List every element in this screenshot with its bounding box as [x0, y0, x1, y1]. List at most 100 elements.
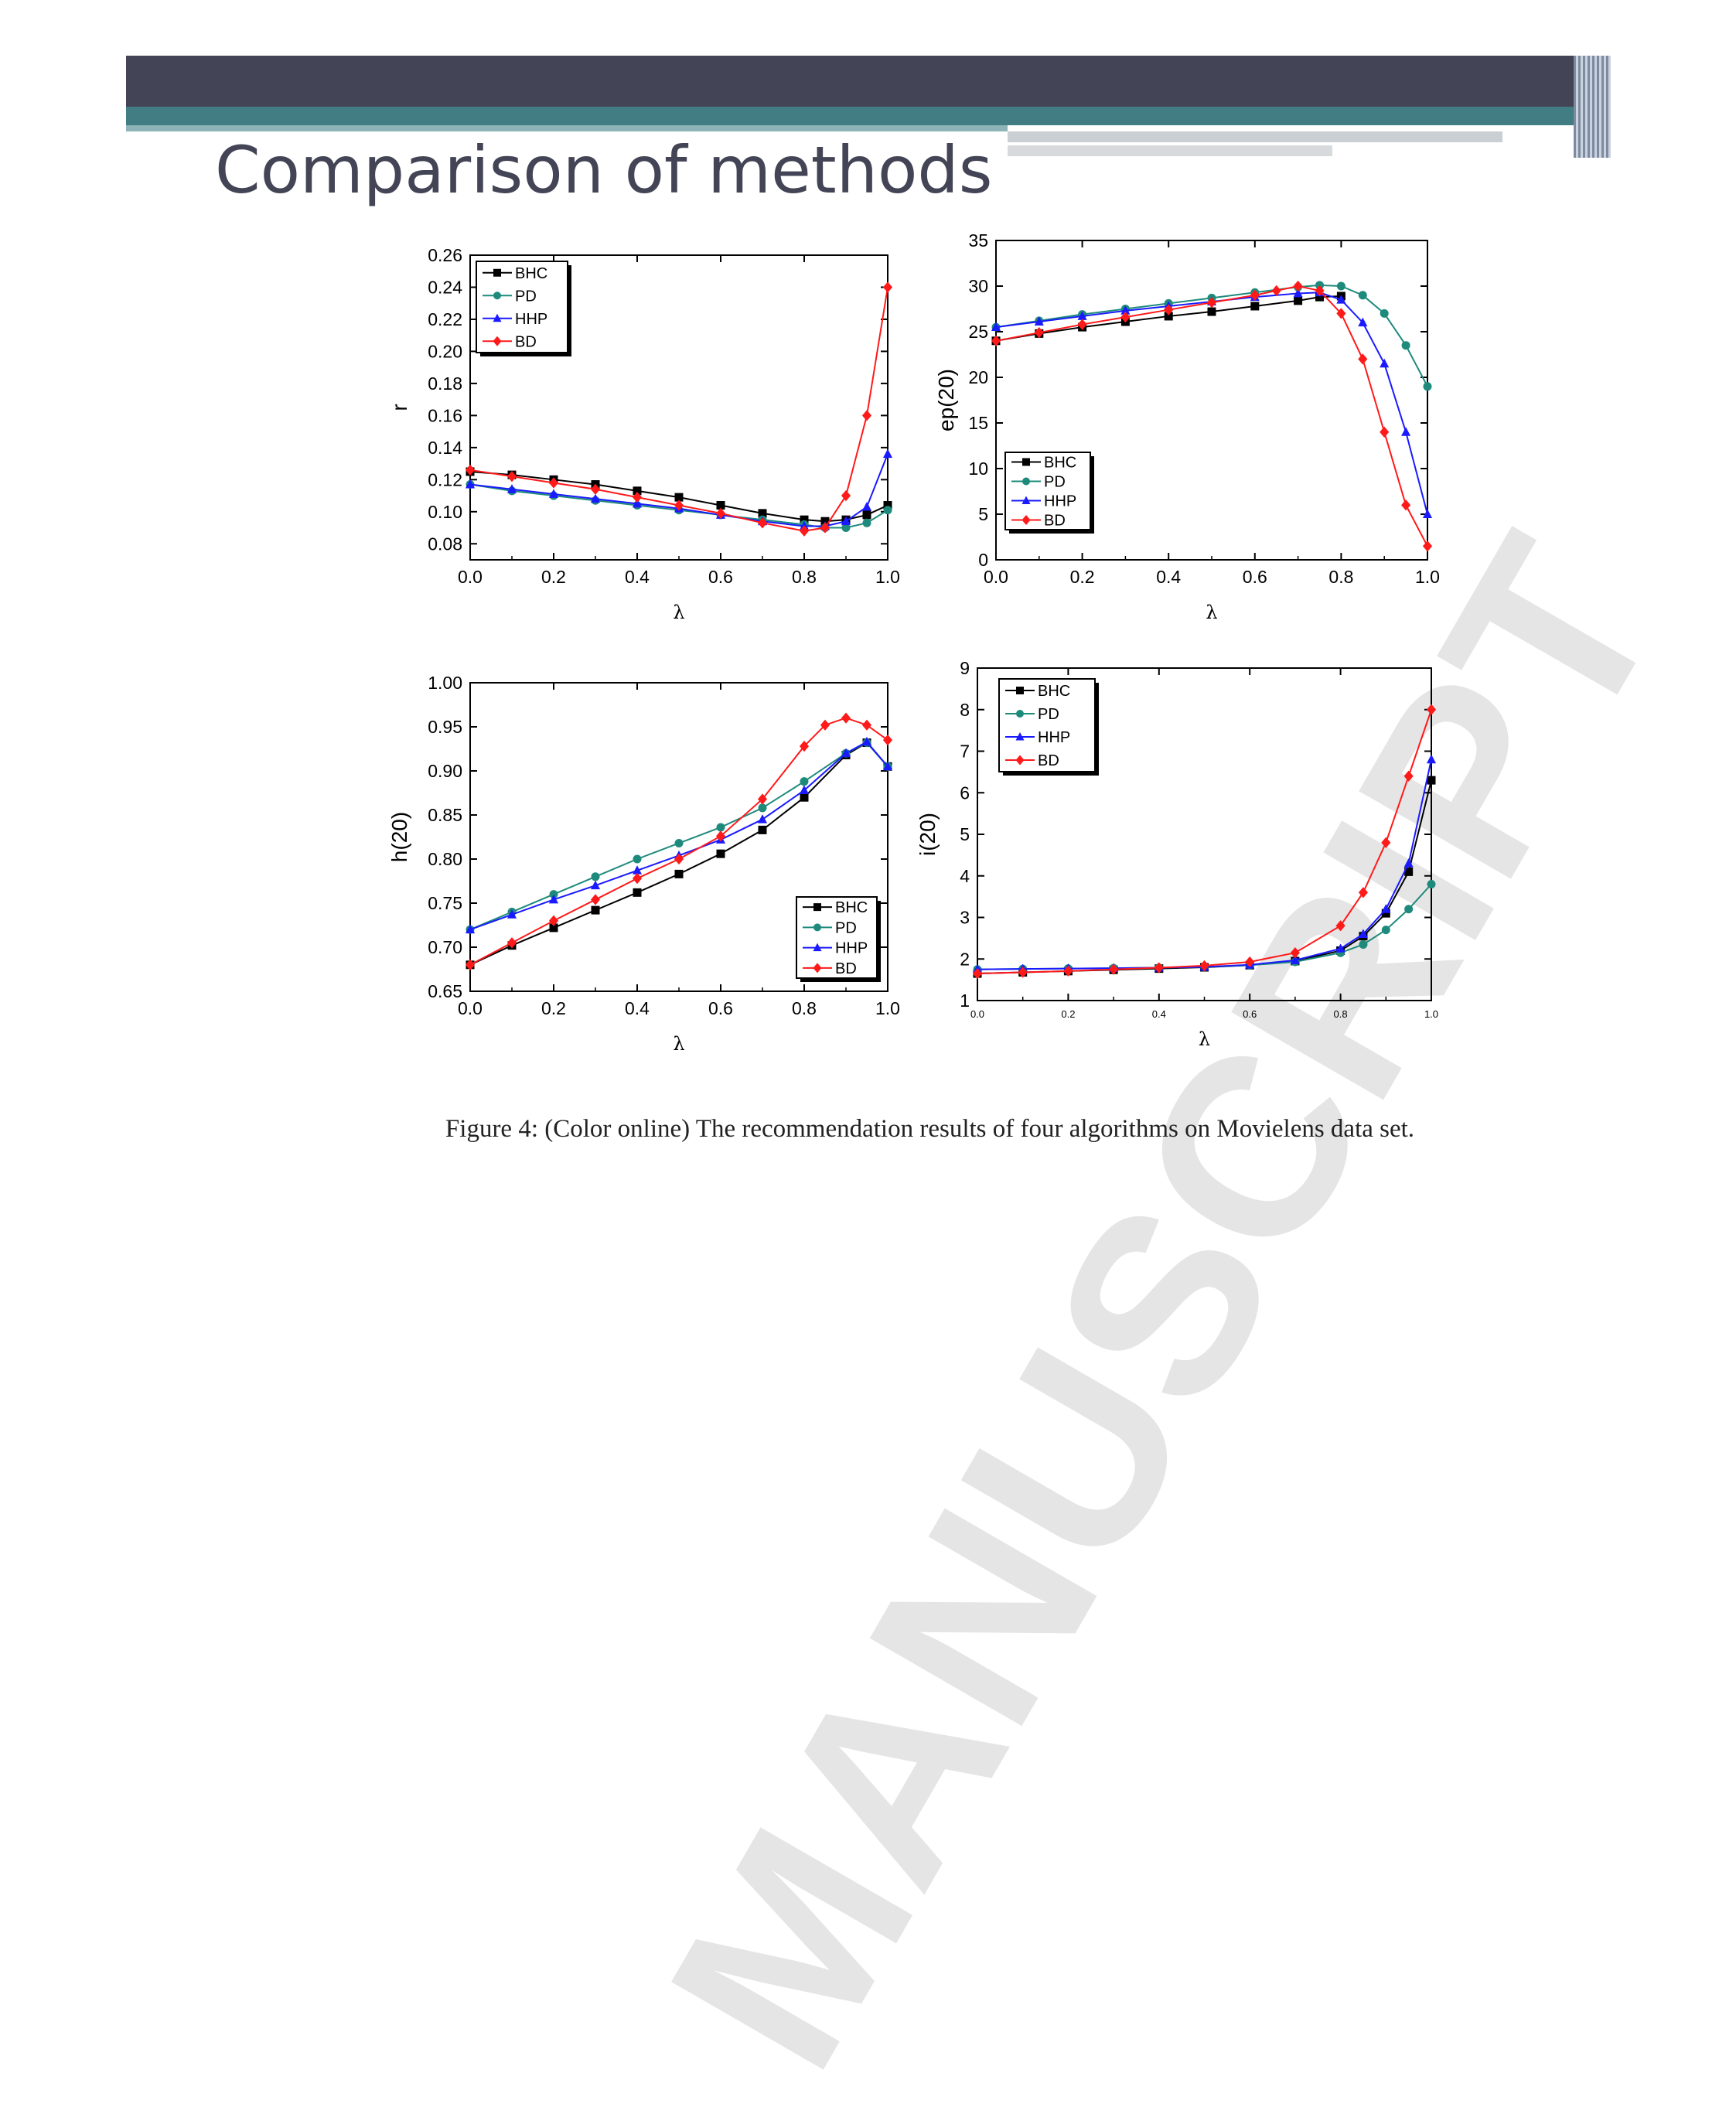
- legend-box: [998, 678, 1096, 772]
- data-point-bd: [1290, 947, 1300, 959]
- x-tick-label: 0.2: [1070, 567, 1095, 587]
- data-point-bhc: [716, 500, 725, 510]
- x-tick-label: 0.4: [625, 567, 650, 587]
- data-point-hhp: [841, 748, 851, 758]
- x-axis-label: λ: [673, 1033, 684, 1055]
- y-tick-label: 0.75: [428, 893, 462, 913]
- data-point-bhc: [549, 923, 558, 933]
- y-tick-label: 30: [968, 276, 988, 296]
- data-point-hhp: [506, 909, 517, 919]
- x-tick-label: 0.6: [708, 567, 733, 587]
- data-point-bd: [841, 489, 851, 502]
- data-point-hhp: [841, 516, 851, 526]
- data-point-bd: [882, 281, 893, 293]
- chart-2: 0.0 0.2 0.4 0.6 0.8 1.0 0 5 10 15 20 25 30 35 λ ep(20) B…: [934, 230, 1440, 623]
- data-point-bd: [548, 915, 559, 926]
- data-point-bd: [1245, 956, 1255, 968]
- data-point-bhc: [1164, 312, 1173, 321]
- legend-marker-bd: [813, 963, 822, 973]
- data-point-bhc: [1315, 292, 1324, 302]
- legend-box: [796, 896, 878, 979]
- chart-1: 0.0 0.2 0.4 0.6 0.8 1.0 0.08 0.10 0.12 0.14 0.16 0.…: [387, 245, 900, 623]
- data-point-hhp: [882, 448, 893, 459]
- x-tick-label: 0.0: [970, 1008, 984, 1020]
- data-point-pd: [1359, 939, 1368, 949]
- data-point-bd: [841, 712, 851, 724]
- y-tick-label: 8: [960, 700, 970, 720]
- legend-label-bd: BD: [1044, 513, 1066, 530]
- data-point-bhc: [591, 905, 600, 915]
- data-point-hhp: [799, 785, 810, 795]
- data-point-hhp: [1077, 311, 1087, 320]
- series-line-bhc: [995, 295, 1342, 342]
- data-point-hhp: [632, 865, 643, 875]
- slide-title: Comparison of methods: [215, 132, 993, 208]
- y-tick-label: 0.65: [428, 981, 462, 1001]
- x-tick-label: 0.2: [1061, 1008, 1075, 1020]
- data-point-pd: [633, 854, 642, 864]
- data-point-bd: [590, 894, 601, 905]
- legend-label-hhp: HHP: [1044, 493, 1076, 510]
- x-tick-label: 1.0: [1424, 1008, 1438, 1020]
- x-axis-label: λ: [1206, 602, 1217, 623]
- data-point-bd: [1336, 308, 1346, 319]
- y-tick-label: 4: [960, 866, 970, 886]
- data-point-bd: [799, 525, 810, 537]
- x-axis-label: λ: [1199, 1028, 1210, 1050]
- data-point-bd: [548, 477, 559, 489]
- legend-marker-hhp: [1021, 496, 1031, 504]
- data-point-bd: [1422, 540, 1433, 552]
- y-axis-label: ep(20): [934, 369, 958, 431]
- x-tick-label: 0.0: [984, 567, 1008, 587]
- data-point-pd: [1381, 926, 1390, 935]
- data-point-hhp: [1034, 316, 1044, 326]
- data-point-bhc: [633, 888, 642, 897]
- legend-label-bd: BD: [835, 960, 857, 977]
- legend-marker-pd: [1016, 710, 1024, 718]
- y-tick-label: 0.14: [428, 438, 462, 458]
- data-point-bd: [861, 410, 872, 421]
- data-point-bd: [972, 967, 983, 980]
- data-point-hhp: [1401, 427, 1411, 436]
- data-point-bd: [1271, 285, 1281, 297]
- x-tick-label: 0.6: [1243, 1008, 1257, 1020]
- data-point-bd: [991, 335, 1001, 346]
- y-tick-label: 7: [960, 742, 970, 762]
- series-line-hhp: [469, 453, 888, 527]
- data-point-bhc: [1404, 867, 1414, 876]
- y-tick-label: 0.26: [428, 245, 462, 265]
- data-point-bhc: [862, 510, 871, 520]
- legend-label-bhc: BHC: [835, 899, 868, 916]
- legend-marker-pd: [493, 292, 501, 300]
- data-point-bhc: [1294, 296, 1303, 305]
- legend-label-bhc: BHC: [1038, 683, 1070, 700]
- y-tick-label: 15: [968, 413, 988, 433]
- legend-marker-bd: [493, 336, 502, 346]
- data-point-bhc: [716, 849, 725, 858]
- data-point-hhp: [1426, 754, 1437, 764]
- legend-marker-hhp: [813, 943, 822, 952]
- data-point-pd: [758, 803, 767, 813]
- legend-label-bd: BD: [515, 333, 537, 350]
- data-point-hhp: [757, 814, 768, 823]
- header-gray-stripe-short: [1008, 145, 1332, 156]
- header-teal-underline: [126, 125, 1008, 131]
- data-point-hhp: [1293, 288, 1303, 298]
- data-point-bd: [590, 483, 601, 495]
- data-point-bhc: [1381, 909, 1390, 918]
- data-point-bd: [882, 734, 893, 746]
- data-point-bhc: [883, 500, 892, 510]
- figure-caption-text: Figure 4: (Color online) The recommendat…: [445, 1115, 1415, 1143]
- data-point-pd: [591, 872, 600, 881]
- data-point-hhp: [506, 484, 517, 493]
- data-point-pd: [883, 506, 892, 515]
- legend-marker-bd: [1015, 755, 1025, 765]
- y-tick-label: 0.95: [428, 717, 462, 737]
- data-point-bhc: [800, 793, 809, 802]
- data-point-hhp: [861, 501, 872, 511]
- data-point-hhp: [1422, 509, 1433, 518]
- data-point-pd: [1358, 291, 1367, 300]
- data-point-bhc: [674, 869, 684, 878]
- data-point-bd: [1358, 887, 1368, 898]
- y-tick-label: 35: [968, 230, 988, 251]
